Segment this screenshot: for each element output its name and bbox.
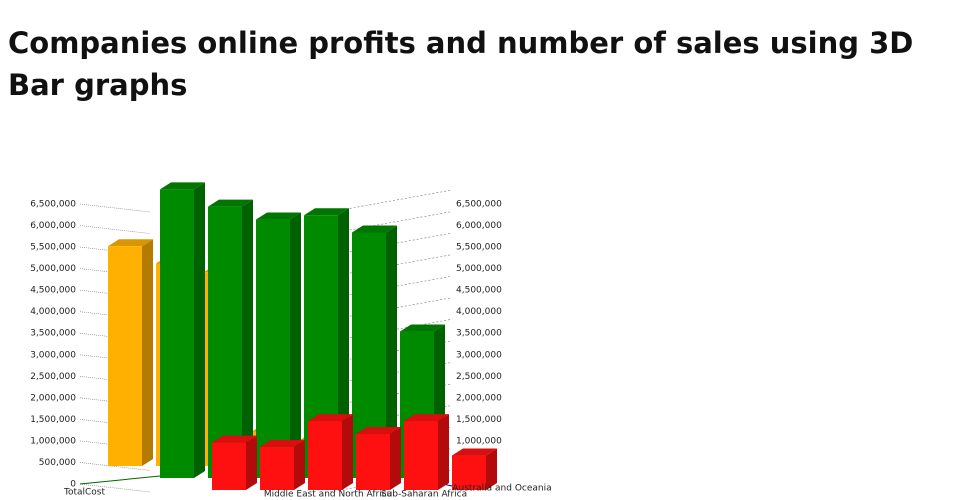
y2-tick-label: 5,500,000 <box>456 243 502 253</box>
y2-tick-label: 3,000,000 <box>456 350 502 360</box>
x-tick-label: Australia and Oceania <box>452 484 551 494</box>
bar-top <box>256 212 301 220</box>
grid-line <box>329 211 453 234</box>
grid-line <box>79 483 151 493</box>
y2-tick-label: 4,500,000 <box>456 286 502 296</box>
y2-tick-label: 1,000,000 <box>456 436 502 446</box>
y-tick-label: 1,000,000 <box>30 436 76 446</box>
bar-top <box>160 182 205 190</box>
bar-top <box>356 427 401 434</box>
y-tick-label: 2,000,000 <box>30 393 76 403</box>
bar <box>212 442 246 490</box>
y2-tick-label: 5,000,000 <box>456 264 502 274</box>
bar-side <box>338 208 349 478</box>
x-tick-label: Middle East and North Africa <box>264 490 392 500</box>
y-tick-label: 2,500,000 <box>30 372 76 382</box>
bar-top <box>304 208 349 216</box>
series-label: TotalCost <box>63 488 105 498</box>
grid-line <box>329 189 453 213</box>
bar <box>308 421 342 490</box>
y2-tick-label: 2,000,000 <box>456 393 502 403</box>
chart-title: Companies online profits and number of s… <box>8 26 914 102</box>
bar-side <box>486 448 497 490</box>
grid-line <box>79 225 151 234</box>
bar <box>260 446 294 490</box>
bar-top <box>212 435 257 443</box>
bar-side <box>294 439 305 490</box>
y2-tick-label: 6,500,000 <box>456 200 502 210</box>
y-tick-label: 4,000,000 <box>30 307 76 317</box>
y-tick-label: 500,000 <box>39 458 76 468</box>
y2-tick-label: 4,000,000 <box>456 307 502 317</box>
bar <box>404 421 438 490</box>
bar <box>452 455 486 490</box>
y-tick-label: 3,500,000 <box>30 329 76 339</box>
y2-tick-label: 2,500,000 <box>456 372 502 382</box>
bar-side <box>242 199 253 478</box>
grid-line <box>79 203 151 213</box>
bar-side <box>290 212 301 479</box>
y-tick-label: 5,000,000 <box>30 264 76 274</box>
bar-top <box>260 439 305 447</box>
bar-side <box>342 414 353 490</box>
bar <box>208 206 242 478</box>
grid-line <box>79 462 151 471</box>
y2-tick-label: 1,500,000 <box>456 415 502 425</box>
y2-tick-label: 3,500,000 <box>456 329 502 339</box>
y-tick-label: 1,500,000 <box>30 415 76 425</box>
bar-side <box>386 225 397 478</box>
bar-top <box>404 414 449 422</box>
bar-side <box>142 239 153 466</box>
y2-tick-label: 6,000,000 <box>456 221 502 231</box>
bar-top <box>352 225 397 233</box>
bar-top <box>452 448 497 456</box>
bar-top <box>208 199 253 207</box>
bar <box>256 219 290 479</box>
bar-side <box>390 427 401 490</box>
bar-side <box>246 435 257 490</box>
bar <box>356 434 390 490</box>
bar-top <box>108 239 153 247</box>
bar-top <box>400 324 445 332</box>
y-tick-label: 0 <box>70 480 76 490</box>
y-tick-label: 5,500,000 <box>30 243 76 253</box>
x-tick-label: Sub-Saharan Africa <box>381 490 467 500</box>
y-tick-label: 6,000,000 <box>30 221 76 231</box>
bar <box>160 189 194 478</box>
y-tick-label: 3,000,000 <box>30 350 76 360</box>
bar-side <box>194 182 205 478</box>
floor-edge <box>79 475 161 485</box>
y-tick-label: 6,500,000 <box>30 200 76 210</box>
bar <box>108 246 142 466</box>
y-tick-label: 4,500,000 <box>30 286 76 296</box>
bar-top <box>308 414 353 422</box>
bar-side <box>438 414 449 490</box>
